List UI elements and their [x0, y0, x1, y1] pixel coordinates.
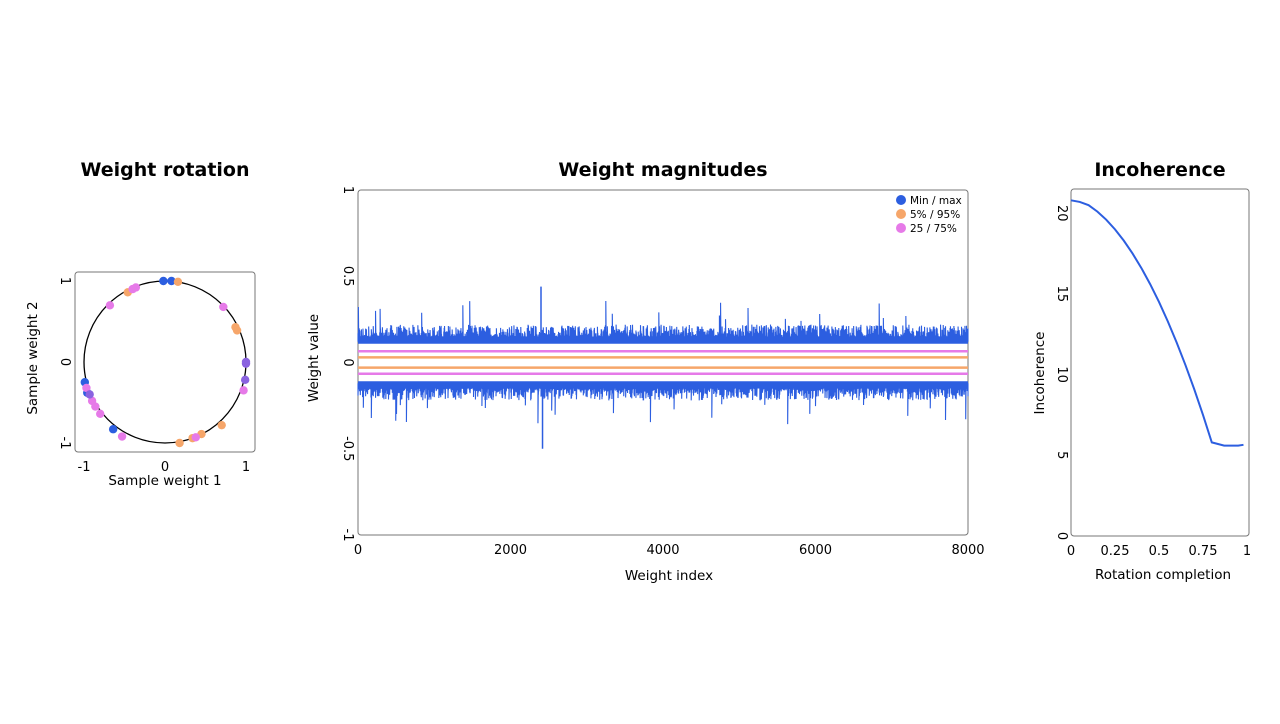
magnitudes-plot-frame [357, 189, 969, 536]
rotation-point-circle_mixed [85, 390, 94, 399]
rotation-point-p25_75 [219, 302, 228, 312]
rotation-point-p25_75 [91, 402, 100, 411]
incoherence-title: Incoherence [1094, 159, 1225, 181]
rotation-xlabel: Sample weight 1 [108, 473, 221, 489]
incoherence-xtick-label: 0.75 [1189, 544, 1218, 559]
magnitudes-ytick-label: -1 [340, 529, 355, 542]
rotation-point-p25_75 [239, 386, 248, 395]
incoherence-ytick-label: 20 [1054, 205, 1069, 222]
magnitudes-xtick-label: 8000 [951, 543, 984, 558]
series-max-line [357, 301, 969, 342]
rotation-point-p5_95 [232, 326, 242, 335]
incoherence-plot-frame [1070, 188, 1250, 537]
series-min-line [357, 383, 969, 425]
legend-marker-minmax [896, 195, 906, 205]
magnitudes-ytick-label: 0 [340, 358, 355, 366]
rotation-point-p25_75 [117, 432, 127, 441]
incoherence-xtick-label: 0.5 [1149, 544, 1170, 559]
rotation-point-p25_75 [131, 283, 141, 292]
rotation-point-p5_95 [217, 420, 226, 430]
incoherence-xtick-label: 0 [1067, 544, 1075, 559]
incoherence-xtick-label: 1 [1243, 544, 1251, 559]
rotation-point-circle_mixed [240, 375, 250, 385]
magnitudes-xtick-label: 2000 [494, 543, 527, 558]
magnitudes-ytick-label: 1 [340, 186, 355, 194]
rotation-ytick-label: -1 [57, 437, 72, 450]
rotation-point-p25_75 [191, 433, 200, 442]
incoherence-ytick-label: 5 [1054, 451, 1069, 459]
rotation-ytick-label: 0 [57, 358, 72, 366]
rotation-panel: Weight rotation -1 0 1 -1 0 1 Sample weight 1… [25, 159, 256, 489]
incoherence-ytick-label: 10 [1054, 366, 1069, 383]
rotation-point-minmax [159, 276, 168, 286]
magnitudes-ticks: 0 2000 4000 6000 8000 -1 -0.5 0 0.5 1 [340, 186, 985, 558]
rotation-point-p25_75 [105, 301, 115, 310]
magnitudes-legend: Min / max 5% / 95% 25 / 75% [896, 195, 962, 235]
magnitudes-title: Weight magnitudes [558, 159, 767, 181]
magnitudes-panel: Weight magnitudes 0 2000 4000 6000 8000 -1 -0.… [306, 159, 985, 584]
legend-marker-p5-95 [896, 209, 906, 219]
magnitudes-series [357, 286, 969, 449]
incoherence-xlabel: Rotation completion [1095, 567, 1231, 583]
rotation-xtick-label: 0 [161, 460, 169, 475]
incoherence-line [1070, 199, 1244, 447]
magnitudes-xtick-label: 6000 [799, 543, 832, 558]
legend-marker-p25-75 [896, 223, 906, 233]
magnitudes-ylabel: Weight value [306, 314, 322, 402]
rotation-point-p25_75 [82, 383, 91, 393]
rotation-plot-frame [74, 271, 256, 453]
rotation-point-minmax [108, 425, 118, 434]
rotation-ticks: -1 0 1 -1 0 1 [57, 277, 250, 475]
rotation-point-p5_95 [173, 277, 183, 287]
incoherence-xtick-label: 0.25 [1101, 544, 1130, 559]
magnitudes-ytick-label: 0.5 [340, 266, 355, 287]
rotation-ytick-label: 1 [57, 277, 72, 285]
rotation-point-p5_95 [175, 438, 184, 448]
magnitudes-xlabel: Weight index [625, 568, 713, 584]
rotation-xtick-label: -1 [78, 460, 91, 475]
magnitudes-ytick-label: -0.5 [340, 436, 355, 461]
rotation-ylabel: Sample weight 2 [25, 301, 41, 414]
rotation-point-minmax [167, 276, 176, 286]
legend-label-p25-75: 25 / 75% [910, 223, 957, 235]
incoherence-ytick-label: 0 [1054, 532, 1069, 540]
legend-label-minmax: Min / max [910, 195, 962, 207]
rotation-point-circle_mixed [241, 359, 251, 368]
incoherence-ytick-label: 15 [1054, 286, 1069, 303]
magnitudes-xtick-label: 0 [354, 543, 362, 558]
rotation-point-p25_75 [96, 409, 105, 419]
rotation-points [80, 276, 251, 448]
rotation-xtick-label: 1 [242, 460, 250, 475]
rotation-title: Weight rotation [80, 159, 249, 181]
incoherence-ylabel: Incoherence [1032, 332, 1048, 415]
magnitudes-xtick-label: 4000 [646, 543, 679, 558]
legend-label-p5-95: 5% / 95% [910, 209, 960, 221]
